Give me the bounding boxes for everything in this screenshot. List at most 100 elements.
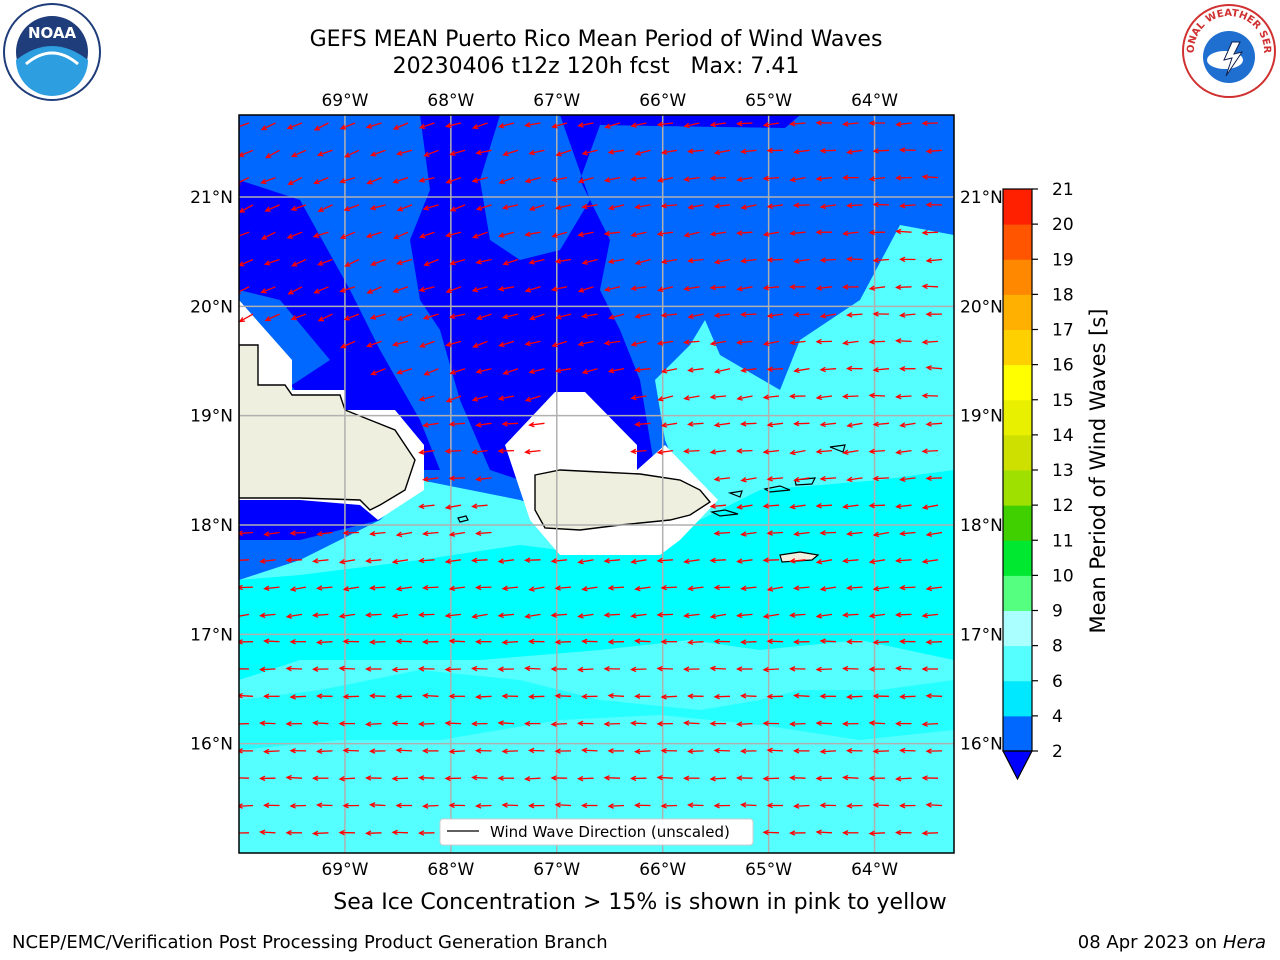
wave-direction-arrow (846, 256, 863, 262)
wave-direction-arrow (630, 231, 647, 238)
wave-direction-arrow (528, 421, 545, 428)
wave-direction-arrow (921, 339, 939, 345)
wave-direction-arrow (239, 748, 253, 754)
wave-direction-arrow (338, 776, 356, 782)
colorbar-tick-label: 15 (1052, 391, 1074, 411)
wave-direction-arrow (899, 530, 916, 537)
lat-tick-label: 17°N (960, 625, 1003, 645)
wave-direction-arrow (789, 230, 806, 236)
wave-direction-arrow (444, 558, 462, 565)
wave-direction-arrow (396, 258, 413, 266)
wave-direction-arrow (709, 175, 727, 181)
wave-direction-arrow (392, 340, 409, 347)
wave-direction-arrow (793, 692, 810, 699)
wave-direction-arrow (709, 613, 727, 619)
wave-direction-arrow (815, 720, 833, 726)
wave-direction-arrow (289, 638, 306, 645)
lat-tick-label: 20°N (960, 297, 1003, 317)
wave-direction-arrow (895, 503, 912, 510)
wave-direction-arrow (899, 256, 916, 263)
wave-direction-arrow (239, 639, 254, 645)
wave-direction-arrow (842, 721, 859, 727)
wave-direction-arrow (872, 148, 890, 154)
wave-direction-arrow (736, 395, 753, 401)
wave-direction-arrow (683, 122, 700, 129)
wave-direction-arrow (603, 176, 621, 183)
wave-direction-arrow (819, 693, 836, 700)
wave-direction-arrow (475, 476, 492, 482)
wave-direction-arrow (264, 204, 280, 212)
wave-direction-arrow (312, 775, 329, 781)
wave-direction-arrow (868, 448, 886, 455)
wave-direction-arrow (630, 122, 647, 128)
wave-direction-arrow (608, 204, 625, 211)
wave-direction-arrow (471, 774, 488, 781)
colorbar-segment (1003, 575, 1032, 611)
wave-direction-arrow (687, 639, 704, 646)
wave-direction-arrow (524, 231, 541, 237)
wave-direction-arrow (607, 258, 625, 265)
wave-direction-arrow (391, 720, 409, 727)
wave-direction-arrow (815, 394, 833, 401)
wave-direction-arrow (709, 284, 727, 291)
wave-direction-arrow (285, 830, 302, 836)
wave-direction-arrow (577, 286, 594, 293)
wave-direction-arrow (263, 748, 280, 755)
wave-direction-arrow (683, 666, 700, 672)
wave-direction-arrow (819, 638, 837, 644)
wave-direction-arrow (418, 395, 435, 402)
wave-direction-arrow (793, 420, 810, 427)
wave-direction-arrow (343, 313, 360, 321)
colorbar-segment (1003, 364, 1032, 401)
wave-direction-arrow (312, 558, 329, 564)
wave-direction-arrow (762, 775, 780, 782)
wave-direction-arrow (740, 531, 757, 537)
wave-direction-arrow (868, 830, 886, 837)
wave-direction-arrow (899, 422, 916, 428)
wave-direction-arrow (766, 586, 784, 592)
wave-direction-arrow (925, 475, 943, 482)
wave-direction-arrow (396, 368, 413, 375)
wave-direction-arrow (819, 421, 837, 428)
wave-direction-arrow (687, 421, 704, 427)
wave-direction-arrow (921, 229, 939, 236)
wave-direction-arrow (316, 639, 333, 646)
wave-direction-arrow (445, 340, 462, 347)
wave-direction-arrow (736, 775, 753, 781)
wave-direction-arrow (740, 204, 757, 210)
colorbar-segment (1003, 540, 1032, 576)
wave-direction-arrow (239, 313, 254, 323)
wave-direction-arrow (899, 312, 916, 318)
wave-direction-arrow (395, 747, 413, 754)
wave-direction-arrow (395, 531, 413, 538)
wave-direction-arrow (392, 122, 409, 130)
wave-direction-arrow (868, 775, 885, 781)
wave-direction-arrow (524, 448, 541, 455)
wave-direction-arrow (260, 286, 276, 294)
wave-direction-arrow (502, 258, 519, 266)
wave-direction-arrow (581, 802, 598, 809)
lat-tick-label: 17°N (190, 625, 233, 645)
wave-direction-arrow (263, 802, 280, 809)
wave-direction-arrow (290, 313, 307, 321)
wave-direction-arrow (338, 558, 356, 565)
wave-direction-arrow (656, 449, 674, 455)
wave-direction-arrow (766, 147, 784, 154)
wave-direction-arrow (683, 285, 700, 292)
run-date: 08 Apr 2023 on Hera (1077, 932, 1266, 953)
wave-direction-arrow (369, 149, 386, 157)
wave-direction-arrow (395, 802, 412, 809)
colorbar-segment (1003, 470, 1032, 506)
wave-direction-arrow (365, 830, 382, 836)
wave-direction-arrow (868, 502, 886, 509)
wave-direction-arrow (239, 803, 254, 809)
wave-direction-arrow (369, 802, 386, 808)
wave-direction-arrow (815, 503, 833, 509)
wave-direction-arrow (895, 228, 912, 235)
wave-direction-arrow (471, 286, 488, 293)
wave-direction-arrow (846, 694, 863, 700)
wave-direction-arrow (396, 149, 413, 156)
wave-direction-arrow (740, 148, 757, 155)
wave-direction-arrow (683, 448, 700, 454)
wave-direction-arrow (448, 693, 465, 700)
